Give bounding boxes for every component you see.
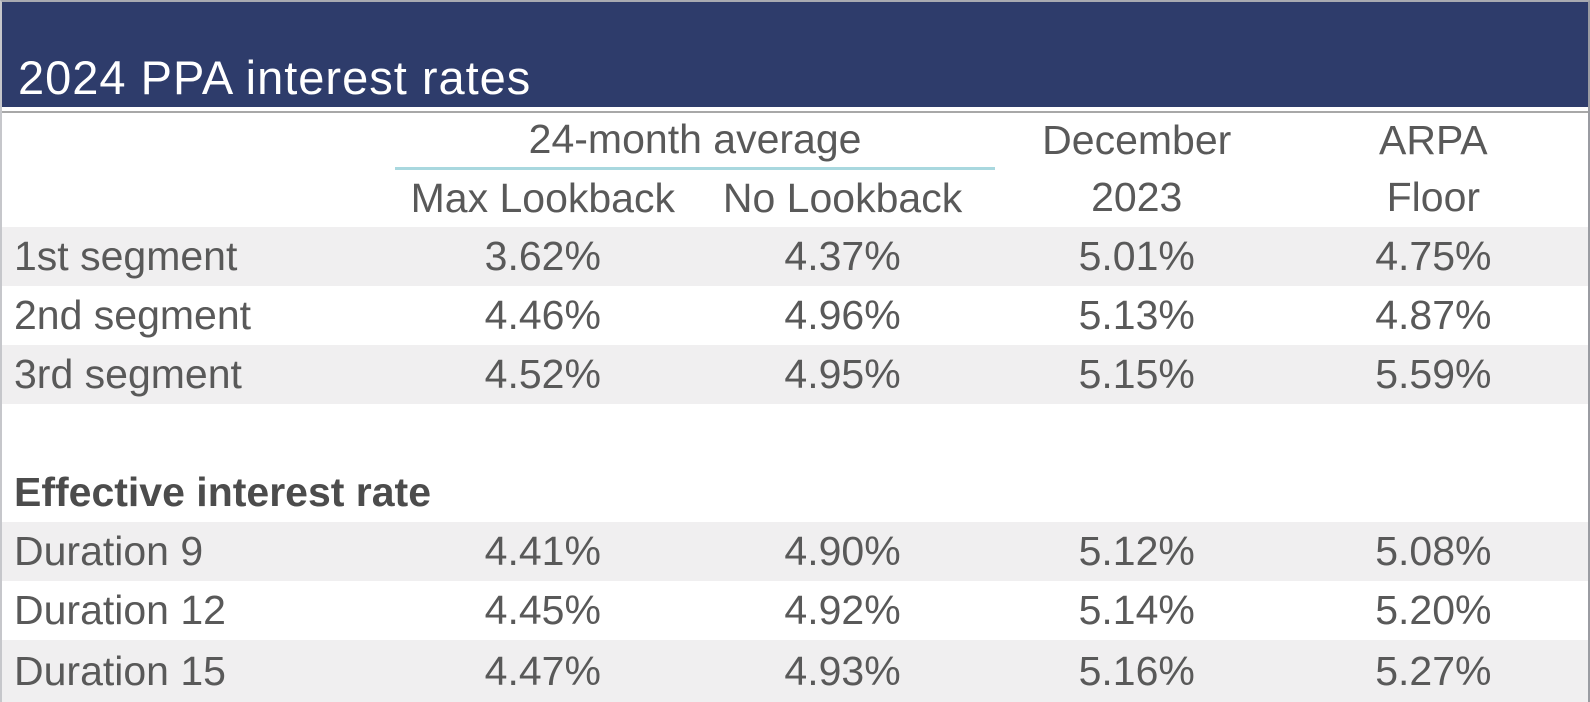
group-header-24-month-average: 24-month average [395, 113, 995, 170]
table-row-3rd-segment: 3rd segment 4.52% 4.95% 5.15% 5.59% [2, 345, 1588, 404]
table-body: 1st segment 3.62% 4.37% 5.01% 4.75% 2nd … [2, 227, 1588, 702]
section-heading: Effective interest rate [14, 469, 432, 515]
cell-value: 5.08% [1375, 528, 1492, 574]
cell-value: 5.01% [1078, 233, 1195, 279]
table-row-duration-12: Duration 12 4.45% 4.92% 5.14% 5.20% [2, 581, 1588, 640]
col-header-december: December [1042, 117, 1232, 163]
cell-value: 5.20% [1375, 587, 1492, 633]
col-header-no-lookback: No Lookback [722, 174, 963, 221]
row-label: Duration 12 [14, 587, 226, 633]
header-blank-cell [2, 168, 395, 227]
banner-divider [2, 107, 1588, 113]
table-row-duration-15: Duration 15 4.47% 4.93% 5.16% 5.27% [2, 640, 1588, 702]
cell-value: 4.92% [784, 587, 901, 633]
table-row-1st-segment: 1st segment 3.62% 4.37% 5.01% 4.75% [2, 227, 1588, 286]
header-blank-cell [2, 113, 395, 168]
cell-value: 4.45% [484, 587, 601, 633]
col-header-december-year: 2023 [1091, 174, 1183, 220]
ppa-interest-rates-table: 24-month average December ARPA Max Lookb… [2, 113, 1588, 702]
table-row-2nd-segment: 2nd segment 4.46% 4.96% 5.13% 4.87% [2, 286, 1588, 345]
cell-value: 4.46% [484, 292, 601, 338]
cell-value: 4.95% [784, 351, 901, 397]
cell-value: 4.87% [1375, 292, 1492, 338]
cell-value: 4.90% [784, 528, 901, 574]
cell-value: 3.62% [484, 233, 601, 279]
cell-value: 4.37% [784, 233, 901, 279]
page-title: 2024 PPA interest rates [18, 51, 532, 104]
cell-value: 5.14% [1078, 587, 1195, 633]
cell-value: 5.15% [1078, 351, 1195, 397]
cell-value: 5.59% [1375, 351, 1492, 397]
cell-value: 4.96% [784, 292, 901, 338]
header-row-group: 24-month average December ARPA [2, 113, 1588, 170]
cell-value: 4.52% [484, 351, 601, 397]
spacer-cell [2, 404, 1588, 463]
col-header-arpa: ARPA [1379, 117, 1488, 163]
col-header-arpa-floor: Floor [1386, 174, 1481, 220]
cell-value: 5.13% [1078, 292, 1195, 338]
cell-value: 5.16% [1078, 647, 1195, 694]
cell-value: 4.75% [1375, 233, 1492, 279]
section-heading-row: Effective interest rate [2, 463, 1588, 522]
cell-value: 5.12% [1078, 528, 1195, 574]
row-label: Duration 15 [14, 647, 226, 694]
cell-value: 4.47% [484, 647, 601, 694]
table-row-duration-9: Duration 9 4.41% 4.90% 5.12% 5.08% [2, 522, 1588, 581]
cell-value: 4.41% [484, 528, 601, 574]
title-banner: 2024 PPA interest rates [2, 2, 1588, 107]
cell-value: 4.93% [784, 647, 901, 694]
row-label: 1st segment [14, 233, 238, 279]
cell-value: 5.27% [1375, 647, 1492, 694]
header-row-columns: Max Lookback No Lookback 2023 Floor [2, 168, 1588, 227]
col-header-max-lookback: Max Lookback [410, 174, 675, 221]
spacer-row [2, 404, 1588, 463]
row-label: Duration 9 [14, 528, 204, 574]
row-label: 3rd segment [14, 351, 242, 397]
row-label: 2nd segment [14, 292, 252, 338]
table-header: 24-month average December ARPA Max Lookb… [2, 113, 1588, 227]
